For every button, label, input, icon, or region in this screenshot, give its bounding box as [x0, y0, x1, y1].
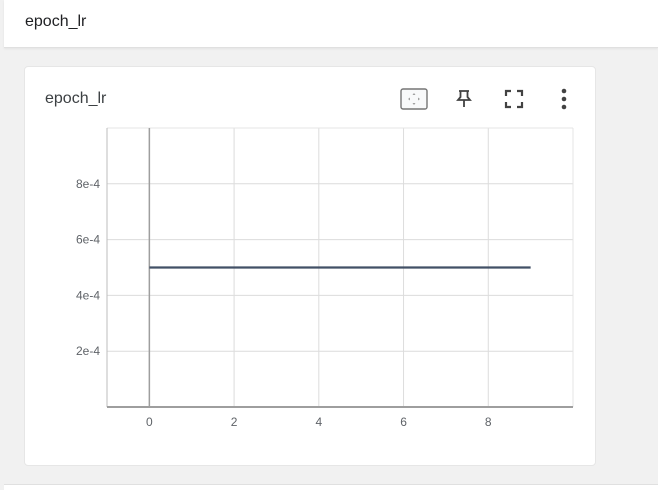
x-tick-label: 2 [231, 415, 238, 429]
y-tick-label: 8e-4 [76, 177, 100, 191]
y-tick-label: 6e-4 [76, 233, 100, 247]
x-tick-label: 8 [485, 415, 492, 429]
x-tick-label: 4 [315, 415, 322, 429]
x-tick-label: 6 [400, 415, 407, 429]
y-tick-label: 4e-4 [76, 288, 100, 302]
next-card-edge [4, 484, 658, 490]
x-tick-label: 0 [146, 415, 153, 429]
y-tick-label: 2e-4 [76, 344, 100, 358]
